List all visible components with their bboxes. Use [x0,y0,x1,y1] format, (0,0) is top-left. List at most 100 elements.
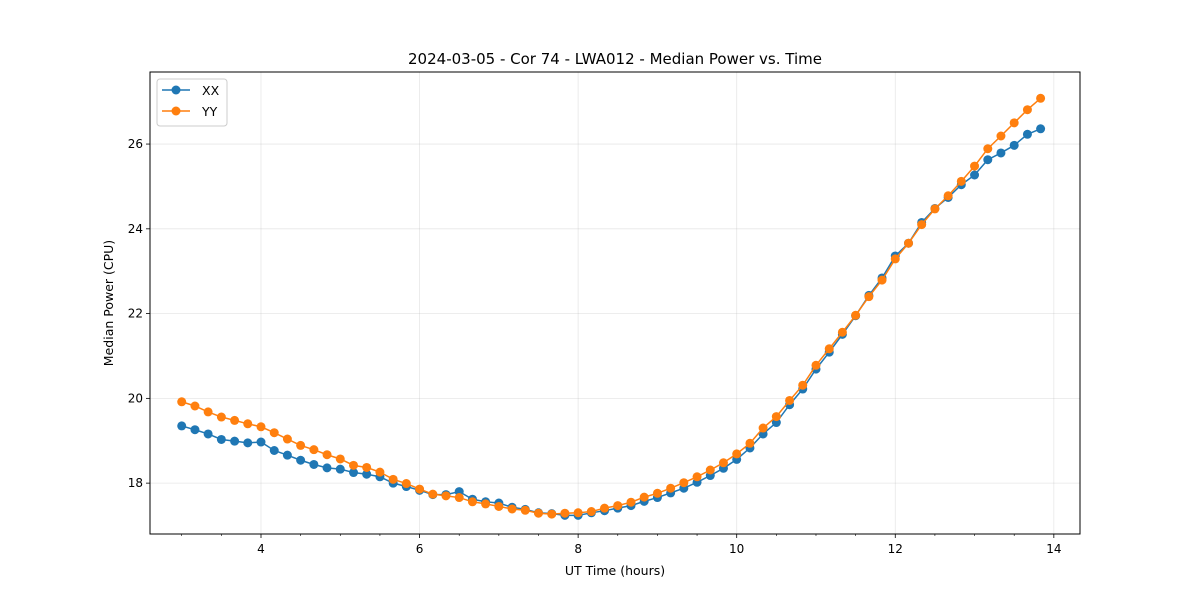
data-point-yy [785,395,795,405]
x-tick-label: 10 [729,542,744,556]
data-point-yy [837,327,847,337]
data-point-yy [996,131,1006,141]
data-point-yy [428,489,438,499]
data-point-xx [1036,124,1046,134]
data-point-yy [177,397,187,407]
data-point-yy [970,161,980,171]
data-point-yy [335,454,345,464]
data-point-yy [230,415,240,425]
legend-label-yy: YY [201,104,218,119]
data-point-yy [573,508,583,518]
data-point-yy [851,310,861,320]
data-point-yy [203,407,213,417]
data-point-yy [877,275,887,285]
data-point-yy [732,449,742,459]
data-point-yy [322,450,332,460]
data-point-xx [190,425,200,435]
data-point-xx [996,148,1006,158]
data-point-yy [216,412,226,422]
data-point-yy [481,499,491,509]
data-point-yy [811,360,821,370]
data-point-yy [613,501,623,511]
x-tick-label: 8 [574,542,582,556]
data-point-yy [520,505,530,515]
data-point-yy [282,434,292,444]
x-tick-label: 6 [416,542,424,556]
x-axis-label: UT Time (hours) [565,563,665,578]
chart-title: 2024-03-05 - Cor 74 - LWA012 - Median Po… [408,50,822,68]
data-point-yy [771,412,781,422]
axis-ticks: 4 6 8 10 12 14 18 20 22 24 26 [128,137,1062,556]
legend-marker-xx [171,85,181,95]
y-tick-label: 20 [128,391,143,405]
plot-area [149,71,1081,535]
data-point-yy [401,479,411,489]
data-point-xx [177,421,187,431]
data-point-yy [309,445,319,455]
data-point-yy [639,492,649,502]
data-point-yy [718,458,728,468]
data-point-yy [1036,93,1046,103]
data-point-yy [243,419,253,429]
data-point-xx [349,468,359,478]
data-point-xx [296,455,306,465]
data-point-xx [970,170,980,180]
legend-label-xx: XX [202,83,220,98]
data-point-xx [216,434,226,444]
y-tick-label: 18 [128,476,143,490]
data-point-yy [679,478,689,488]
data-point-yy [349,460,359,470]
data-point-xx [269,446,279,455]
data-point-yy [652,488,662,498]
data-point-xx [243,438,253,448]
data-point-yy [864,292,874,302]
data-point-xx [335,464,345,474]
data-point-yy [904,238,914,248]
data-point-xx [309,459,319,469]
data-point-yy [467,497,477,507]
data-point-yy [666,483,676,493]
y-tick-label: 24 [128,222,143,236]
data-point-yy [190,401,200,411]
data-point-yy [362,462,372,472]
data-point-yy [296,440,306,450]
data-point-yy [533,508,543,518]
data-point-yy [600,503,610,513]
data-point-yy [798,380,808,390]
data-point-yy [1022,105,1032,115]
data-point-yy [388,474,398,484]
data-point-yy [415,484,425,494]
legend: XX YY [156,78,228,127]
data-point-yy [256,422,266,432]
series-layer [177,93,1046,520]
x-tick-label: 4 [257,542,265,556]
data-point-yy [375,467,385,477]
x-tick-label: 14 [1046,542,1061,556]
y-axis-label: Median Power (CPU) [101,240,116,366]
data-point-xx [362,469,372,479]
data-point-yy [890,254,900,264]
data-point-yy [930,204,940,214]
data-point-yy [454,493,464,503]
data-point-yy [441,491,451,501]
data-point-yy [956,176,966,186]
data-point-yy [494,501,504,511]
data-point-yy [547,509,557,519]
data-point-xx [1009,140,1019,150]
data-point-yy [943,191,953,201]
data-point-xx [230,436,240,446]
data-point-xx [256,437,266,447]
data-point-yy [269,428,279,438]
data-point-yy [824,344,834,354]
data-point-yy [917,220,927,230]
data-point-yy [758,423,768,433]
y-tick-label: 26 [128,137,143,151]
data-point-yy [745,438,755,448]
data-point-xx [983,155,993,165]
data-point-xx [322,463,332,473]
grid [150,72,1080,534]
data-point-yy [692,472,702,482]
legend-marker-yy [171,106,181,116]
data-point-yy [983,144,993,154]
